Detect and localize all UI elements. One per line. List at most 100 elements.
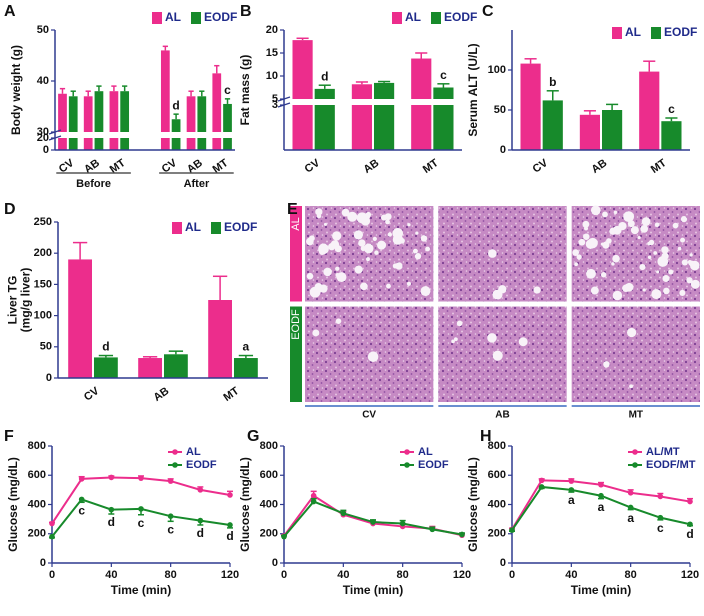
y-tick-label: 0 xyxy=(40,557,46,569)
vacuole xyxy=(578,238,586,246)
y-tick-label: 0 xyxy=(272,557,278,569)
significance-label: c xyxy=(440,68,447,82)
y-tick-label: 100 xyxy=(488,64,506,76)
legend-swatch xyxy=(612,27,622,39)
vacuole xyxy=(347,211,358,222)
bar xyxy=(208,300,232,378)
vacuole xyxy=(647,255,652,259)
legend-marker xyxy=(172,462,178,468)
point xyxy=(370,519,376,525)
point xyxy=(538,477,545,484)
y-tick-label: 10 xyxy=(266,70,278,82)
legend-swatch xyxy=(172,222,182,234)
row-label-bar xyxy=(290,206,302,302)
vacuole xyxy=(690,279,700,289)
x-tick-label: 0 xyxy=(49,569,55,581)
bar xyxy=(83,96,93,150)
bar xyxy=(374,82,395,150)
y-tick-label: 800 xyxy=(260,440,278,452)
point xyxy=(78,476,85,482)
bar xyxy=(579,114,600,150)
panel-letter: C xyxy=(482,3,494,20)
vacuole xyxy=(487,333,497,343)
vacuole xyxy=(360,216,371,226)
vacuole xyxy=(492,289,503,300)
legend-marker xyxy=(404,462,410,468)
bar xyxy=(314,88,335,150)
x-tick-label: CV xyxy=(303,157,323,176)
x-axis-label: Time (min) xyxy=(343,583,403,597)
point xyxy=(687,521,693,528)
point xyxy=(227,492,233,498)
vacuole xyxy=(323,267,332,277)
legend-label: AL/MT xyxy=(646,446,680,458)
vacuole xyxy=(330,240,340,249)
significance-label: c xyxy=(78,503,85,517)
axis-break xyxy=(49,132,235,138)
y-tick-label: 0 xyxy=(46,372,52,384)
vacuole xyxy=(663,287,670,295)
y-axis-label: Serum ALT (U/L) xyxy=(466,43,480,136)
bar xyxy=(602,110,623,150)
x-tick-label: CV xyxy=(82,385,102,404)
vacuole xyxy=(653,251,658,255)
vacuole xyxy=(335,266,340,271)
vacuole xyxy=(583,233,590,240)
legend-label: EODF xyxy=(664,25,697,39)
vacuole xyxy=(323,222,327,226)
panel-letter: A xyxy=(4,3,16,20)
vacuole xyxy=(319,284,328,293)
vacuole xyxy=(677,246,682,251)
x-tick-label: AB xyxy=(361,157,381,176)
legend-marker xyxy=(632,462,638,468)
point xyxy=(167,513,174,519)
vacuole xyxy=(387,232,393,237)
point xyxy=(657,493,664,500)
point xyxy=(687,498,693,505)
point xyxy=(340,510,347,517)
bar xyxy=(542,100,563,150)
point xyxy=(138,506,144,512)
x-tick-label: AB xyxy=(589,157,609,176)
vacuole xyxy=(335,318,342,324)
vacuole xyxy=(425,246,431,252)
vacuole xyxy=(366,257,370,262)
vacuole xyxy=(354,265,363,274)
group-label: Before xyxy=(76,178,111,190)
panel-letter: G xyxy=(247,428,259,445)
bar xyxy=(186,96,196,150)
y-axis-label: (mg/g liver) xyxy=(19,268,33,333)
y-tick-label: 40 xyxy=(37,75,49,87)
vacuole xyxy=(640,225,649,233)
vacuole xyxy=(392,234,404,245)
significance-label: a xyxy=(598,500,605,514)
point xyxy=(281,533,287,540)
vacuole xyxy=(661,246,669,254)
bar xyxy=(292,40,313,151)
y-axis-label: Glucose (mg/dL) xyxy=(238,457,252,552)
vacuole xyxy=(679,289,686,296)
significance-label: d xyxy=(102,340,109,354)
vacuole xyxy=(518,337,528,347)
significance-label: d xyxy=(686,527,693,541)
y-tick-label: 3 xyxy=(272,99,278,111)
column-label: MT xyxy=(629,410,643,421)
y-tick-label: 0 xyxy=(43,144,49,156)
vacuole xyxy=(414,253,422,260)
bar xyxy=(197,96,207,150)
point xyxy=(627,490,634,496)
bar xyxy=(94,357,118,378)
vacuole xyxy=(316,213,322,219)
point xyxy=(598,492,604,499)
row-label: AL xyxy=(290,217,302,230)
x-tick-label: 120 xyxy=(453,569,471,581)
y-tick-label: 800 xyxy=(28,440,46,452)
significance-label: a xyxy=(243,340,250,354)
vacuole xyxy=(385,219,390,225)
vacuole xyxy=(451,339,455,344)
vacuole xyxy=(586,268,596,279)
vacuole xyxy=(672,222,679,229)
legend-swatch xyxy=(392,12,402,24)
vacuole xyxy=(367,351,379,362)
histology-image xyxy=(571,306,700,402)
